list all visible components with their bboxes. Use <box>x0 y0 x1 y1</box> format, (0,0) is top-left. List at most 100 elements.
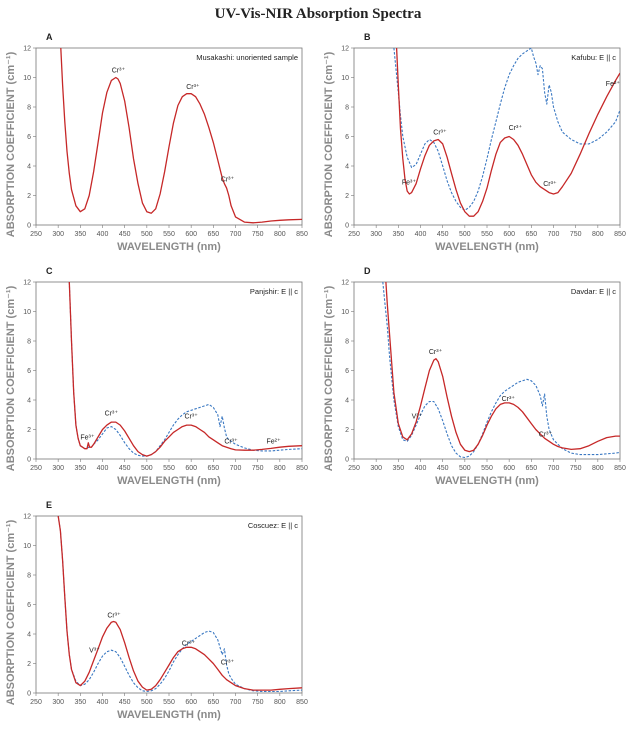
x-tick-label: 600 <box>185 699 197 706</box>
x-tick-label: 400 <box>415 465 427 472</box>
x-tick-label: 500 <box>141 465 153 472</box>
x-tick-label: 250 <box>348 231 360 238</box>
peak-annotation: Fe²⁺ <box>267 438 282 446</box>
plot-frame <box>35 47 303 226</box>
y-tick-label: 4 <box>345 164 349 171</box>
y-axis-title: ABSORPTION COEFFICIENT (cm⁻¹) <box>5 285 17 471</box>
y-tick-label: 10 <box>23 309 31 316</box>
peak-annotation: Cr³⁺ <box>429 348 443 356</box>
peak-annotation: Fe³⁺ <box>402 179 417 187</box>
y-tick-label: 0 <box>345 223 349 230</box>
y-tick-label: 12 <box>341 46 349 53</box>
x-tick-label: 500 <box>459 231 471 238</box>
series-line-solid <box>395 48 620 217</box>
x-tick-label: 800 <box>274 699 286 706</box>
x-tick-label: 250 <box>30 465 42 472</box>
chart-panel-b: 250 300 350 400 450 500 550 600 650 700 750 800 850 0… <box>323 32 626 253</box>
x-axis-title: WAVELENGTH (nm) <box>117 475 221 487</box>
x-tick-label: 250 <box>348 465 360 472</box>
x-tick-label: 300 <box>370 465 382 472</box>
x-tick-label: 700 <box>548 231 560 238</box>
x-tick-label: 750 <box>570 231 582 238</box>
x-axis-title: WAVELENGTH (nm) <box>435 475 539 487</box>
series-line-solid <box>385 282 620 453</box>
y-tick-label: 6 <box>345 134 349 141</box>
peak-annotation: Cr³⁺ <box>182 639 196 647</box>
y-tick-label: 12 <box>23 46 31 53</box>
x-tick-label: 750 <box>570 465 582 472</box>
x-tick-label: 850 <box>296 699 308 706</box>
x-tick-label: 400 <box>415 231 427 238</box>
x-tick-label: 650 <box>207 465 219 472</box>
x-tick-label: 850 <box>614 231 626 238</box>
y-tick-label: 0 <box>27 691 31 698</box>
panel-letter: A <box>46 32 53 42</box>
y-tick-label: 4 <box>27 398 31 405</box>
y-axis-title: ABSORPTION COEFFICIENT (cm⁻¹) <box>323 285 335 471</box>
y-axis-title: ABSORPTION COEFFICIENT (cm⁻¹) <box>5 519 17 705</box>
x-tick-label: 700 <box>230 699 242 706</box>
peak-annotation: Cr³⁺ <box>509 124 523 132</box>
x-tick-label: 450 <box>437 231 449 238</box>
peak-annotation: V³⁺ <box>89 647 100 655</box>
plot-frame <box>353 47 621 226</box>
y-tick-label: 4 <box>27 632 31 639</box>
x-tick-label: 800 <box>592 231 604 238</box>
x-tick-label: 700 <box>230 465 242 472</box>
panel-letter: D <box>364 266 371 276</box>
peak-annotation: Cr³⁺ <box>186 83 200 91</box>
x-tick-label: 650 <box>207 231 219 238</box>
y-tick-label: 8 <box>345 105 349 112</box>
y-tick-label: 6 <box>27 602 31 609</box>
x-tick-label: 700 <box>230 231 242 238</box>
y-tick-label: 10 <box>23 75 31 82</box>
x-tick-label: 650 <box>525 231 537 238</box>
x-axis-title: WAVELENGTH (nm) <box>117 241 221 253</box>
sample-title: Kafubu: E || c <box>571 53 616 62</box>
y-tick-label: 2 <box>27 661 31 668</box>
y-tick-label: 8 <box>345 339 349 346</box>
y-tick-label: 12 <box>23 280 31 287</box>
x-tick-label: 600 <box>185 231 197 238</box>
x-tick-label: 250 <box>30 231 42 238</box>
x-tick-label: 750 <box>252 465 264 472</box>
y-tick-label: 0 <box>27 223 31 230</box>
y-tick-label: 2 <box>345 193 349 200</box>
x-tick-label: 600 <box>503 231 515 238</box>
x-tick-label: 250 <box>30 699 42 706</box>
peak-annotation: Fe²⁺ <box>606 80 621 88</box>
x-tick-label: 700 <box>548 465 560 472</box>
series-line-dashed <box>57 516 302 693</box>
sample-title: Musakashi: unoriented sample <box>196 53 298 62</box>
x-tick-label: 600 <box>185 465 197 472</box>
x-tick-label: 300 <box>52 699 64 706</box>
x-tick-label: 750 <box>252 699 264 706</box>
plot-frame <box>35 515 303 694</box>
y-tick-label: 8 <box>27 339 31 346</box>
peak-annotation: Cr³⁺ <box>184 413 198 421</box>
x-tick-label: 500 <box>141 231 153 238</box>
x-tick-label: 800 <box>274 231 286 238</box>
panel-letter: E <box>46 500 52 510</box>
y-tick-label: 12 <box>341 280 349 287</box>
series-line-dashed <box>68 282 302 457</box>
peak-annotation: Cr³⁺ <box>107 611 121 619</box>
x-tick-label: 800 <box>274 465 286 472</box>
x-tick-label: 850 <box>296 465 308 472</box>
x-tick-label: 650 <box>525 465 537 472</box>
x-tick-label: 750 <box>252 231 264 238</box>
x-tick-label: 600 <box>503 465 515 472</box>
peak-annotation: Cr³⁺ <box>221 658 235 666</box>
x-tick-label: 300 <box>52 465 64 472</box>
peak-annotation: Cr³⁺ <box>502 395 516 403</box>
y-tick-label: 12 <box>23 514 31 521</box>
x-tick-label: 850 <box>296 231 308 238</box>
peak-annotation: Cr³⁺ <box>112 67 126 75</box>
x-tick-label: 300 <box>52 231 64 238</box>
x-tick-label: 400 <box>97 465 109 472</box>
peak-annotation: V³⁺ <box>412 413 423 421</box>
peak-annotation: Cr³⁺ <box>433 129 447 137</box>
peak-annotation: Fe³⁺ <box>80 433 95 441</box>
x-tick-label: 350 <box>392 231 404 238</box>
panel-letter: C <box>46 266 53 276</box>
